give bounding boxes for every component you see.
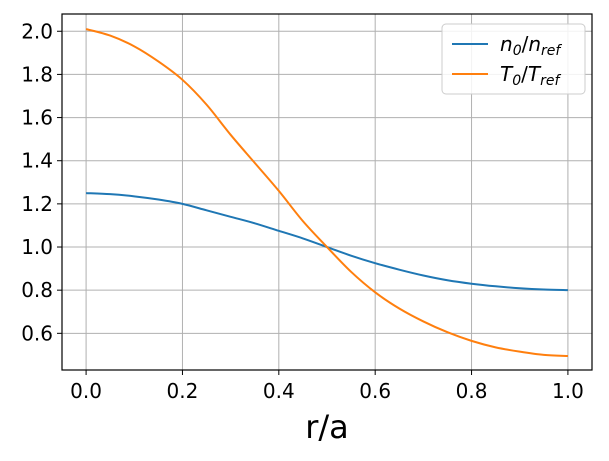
series-lines: [85, 28, 568, 357]
y-tick-label: 1.0: [21, 235, 53, 259]
y-axis-ticks: 0.6 0.8 1.0 1.2 1.4 1.6 1.8 2.0: [21, 19, 62, 345]
x-tick-label: 1.0: [552, 379, 584, 403]
legend-label: T0/Tref: [500, 62, 561, 89]
x-axis-ticks: 0.0 0.2 0.4 0.6 0.8 1.0: [70, 370, 584, 403]
x-tick-label: 0.2: [167, 379, 199, 403]
legend-text-part: T: [500, 62, 514, 86]
legend-text-part: n: [500, 32, 513, 56]
y-tick-label: 1.2: [21, 192, 53, 216]
y-tick-label: 1.8: [21, 62, 53, 86]
legend-text-part: /: [522, 32, 529, 56]
y-tick-label: 1.4: [21, 149, 53, 173]
legend-subscript: ref: [541, 43, 562, 59]
legend-subscript: 0: [512, 73, 521, 89]
legend-text-part: /: [521, 62, 528, 86]
y-tick-label: 2.0: [21, 19, 53, 43]
plot-frame: [61, 13, 593, 371]
legend-subscript: ref: [540, 73, 561, 89]
x-tick-label: 0.4: [263, 379, 295, 403]
x-tick-label: 0.6: [359, 379, 391, 403]
y-tick-label: 0.8: [21, 278, 53, 302]
y-tick-label: 0.6: [21, 321, 53, 345]
x-axis-label: r/a: [305, 408, 349, 446]
legend-box: [441, 23, 586, 95]
legend-label: n0/nref: [500, 32, 562, 59]
series-line-temperature: [85, 28, 568, 357]
x-tick-label: 0.8: [456, 379, 488, 403]
legend-text-part: T: [528, 62, 542, 86]
legend-subscript: 0: [513, 43, 522, 59]
series-line-density: [86, 192, 568, 292]
x-tick-label: 0.0: [70, 379, 102, 403]
legend-text-part: n: [528, 32, 541, 56]
y-tick-label: 1.6: [21, 106, 53, 130]
